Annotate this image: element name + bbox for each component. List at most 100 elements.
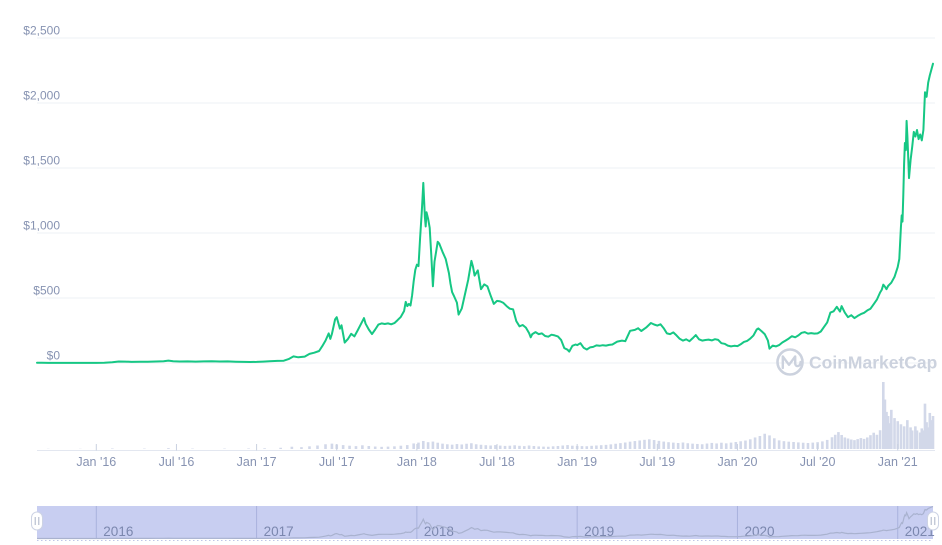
x-axis-labels: Jan '16 Jul '16 Jan '17 Jul '17 Jan '18 Jul '… bbox=[76, 455, 917, 469]
volume-bar bbox=[354, 446, 358, 449]
navigator-year-label: 2016 bbox=[103, 524, 133, 539]
volume-bar bbox=[484, 445, 488, 449]
volume-bar bbox=[532, 446, 536, 449]
volume-bar bbox=[909, 427, 912, 449]
volume-bar bbox=[494, 445, 497, 449]
volume-bar bbox=[421, 440, 425, 449]
navigator-handle-body bbox=[31, 511, 43, 531]
volume-bar bbox=[833, 434, 837, 449]
volume-bar bbox=[455, 444, 459, 449]
volume-bar bbox=[498, 445, 502, 449]
volume-bar bbox=[705, 443, 709, 449]
volume-bar bbox=[561, 445, 565, 449]
navigator-year-dividers bbox=[95, 506, 899, 539]
volume-bar bbox=[609, 444, 613, 449]
x-axis-label: Jan '17 bbox=[237, 455, 277, 469]
volume-bar bbox=[896, 421, 900, 449]
volume-bar bbox=[753, 437, 757, 449]
navigator-year-label: 2021 bbox=[905, 524, 935, 539]
volume-bar bbox=[595, 445, 598, 449]
volume-bar bbox=[489, 445, 492, 449]
volume-bar bbox=[426, 442, 430, 449]
volume-bar bbox=[513, 445, 516, 449]
volume-bar bbox=[875, 434, 879, 449]
volume-bar bbox=[324, 444, 327, 449]
y-axis-label: $0 bbox=[47, 349, 61, 363]
volume-bar bbox=[638, 440, 641, 449]
volume-bar bbox=[729, 442, 733, 449]
volume-bar bbox=[849, 439, 853, 449]
volume-bar bbox=[386, 446, 390, 449]
volume-bar bbox=[886, 416, 890, 449]
volume-bar bbox=[551, 446, 555, 449]
navigator-left-handle[interactable] bbox=[31, 511, 43, 531]
plot-area[interactable] bbox=[37, 15, 935, 450]
volume-bar bbox=[412, 443, 415, 449]
volume-bar bbox=[710, 442, 714, 449]
volume-bar bbox=[830, 437, 834, 449]
volume-bar bbox=[910, 430, 914, 449]
volume-bar bbox=[691, 443, 694, 449]
volume-bar bbox=[474, 444, 478, 449]
volume-bar bbox=[811, 442, 815, 449]
volume-bar bbox=[460, 444, 464, 449]
y-axis-label: $2,500 bbox=[23, 24, 60, 38]
volume-bar bbox=[801, 442, 805, 449]
volume-bar bbox=[393, 446, 396, 449]
volume-bar bbox=[623, 442, 627, 449]
volume-bar bbox=[542, 446, 545, 449]
navigator-selected-range[interactable] bbox=[37, 506, 933, 539]
volume-bar bbox=[837, 432, 840, 449]
volume-bar bbox=[840, 434, 843, 449]
volume-bar bbox=[676, 443, 680, 449]
volume-bar bbox=[865, 437, 869, 449]
volume-bar bbox=[888, 423, 892, 449]
volume-bar bbox=[599, 445, 603, 449]
volume-bar bbox=[825, 439, 829, 449]
volume-bar bbox=[920, 428, 924, 449]
volume-bar bbox=[652, 440, 656, 449]
volume-bar bbox=[628, 441, 632, 449]
volume-bar bbox=[922, 430, 925, 449]
volume-bar bbox=[744, 440, 747, 449]
y-axis-label: $1,000 bbox=[23, 219, 60, 233]
volume-bars bbox=[46, 382, 935, 449]
volume-bar bbox=[662, 441, 666, 449]
volume-bar bbox=[405, 445, 409, 449]
volume-bar bbox=[806, 443, 810, 449]
x-axis-label: Jul '18 bbox=[479, 455, 515, 469]
navigator-handle-body bbox=[927, 511, 939, 531]
volume-bar bbox=[450, 444, 454, 449]
y-axis-label: $2,000 bbox=[23, 89, 60, 103]
volume-bar bbox=[508, 445, 512, 449]
volume-bar bbox=[782, 441, 786, 449]
volume-bar bbox=[758, 436, 762, 449]
volume-bar bbox=[720, 442, 723, 449]
volume-bar bbox=[859, 438, 863, 449]
volume-bar bbox=[853, 440, 856, 449]
volume-bar bbox=[902, 426, 906, 449]
volume-bar bbox=[893, 418, 896, 449]
gridlines bbox=[37, 37, 935, 364]
volume-bar bbox=[614, 443, 617, 449]
volume-bar bbox=[700, 444, 704, 449]
volume-bar bbox=[643, 439, 646, 449]
volume-bar bbox=[111, 448, 114, 449]
volume-bar bbox=[308, 446, 311, 449]
y-axis-label: $1,500 bbox=[23, 154, 60, 168]
volume-bar bbox=[862, 438, 866, 449]
x-axis-label: Jan '16 bbox=[76, 455, 116, 469]
volume-bar bbox=[167, 448, 170, 449]
volume-bar bbox=[417, 442, 420, 449]
x-axis-label: Jan '20 bbox=[717, 455, 757, 469]
volume-bar bbox=[768, 435, 771, 449]
volume-bar bbox=[290, 446, 294, 449]
volume-bar bbox=[763, 433, 766, 449]
x-axis-label: Jan '18 bbox=[397, 455, 437, 469]
volume-bar bbox=[930, 420, 933, 449]
volume-bar bbox=[604, 444, 608, 449]
navigator-right-handle[interactable] bbox=[927, 511, 939, 531]
volume-bar bbox=[883, 399, 887, 449]
volume-bar bbox=[316, 445, 319, 449]
